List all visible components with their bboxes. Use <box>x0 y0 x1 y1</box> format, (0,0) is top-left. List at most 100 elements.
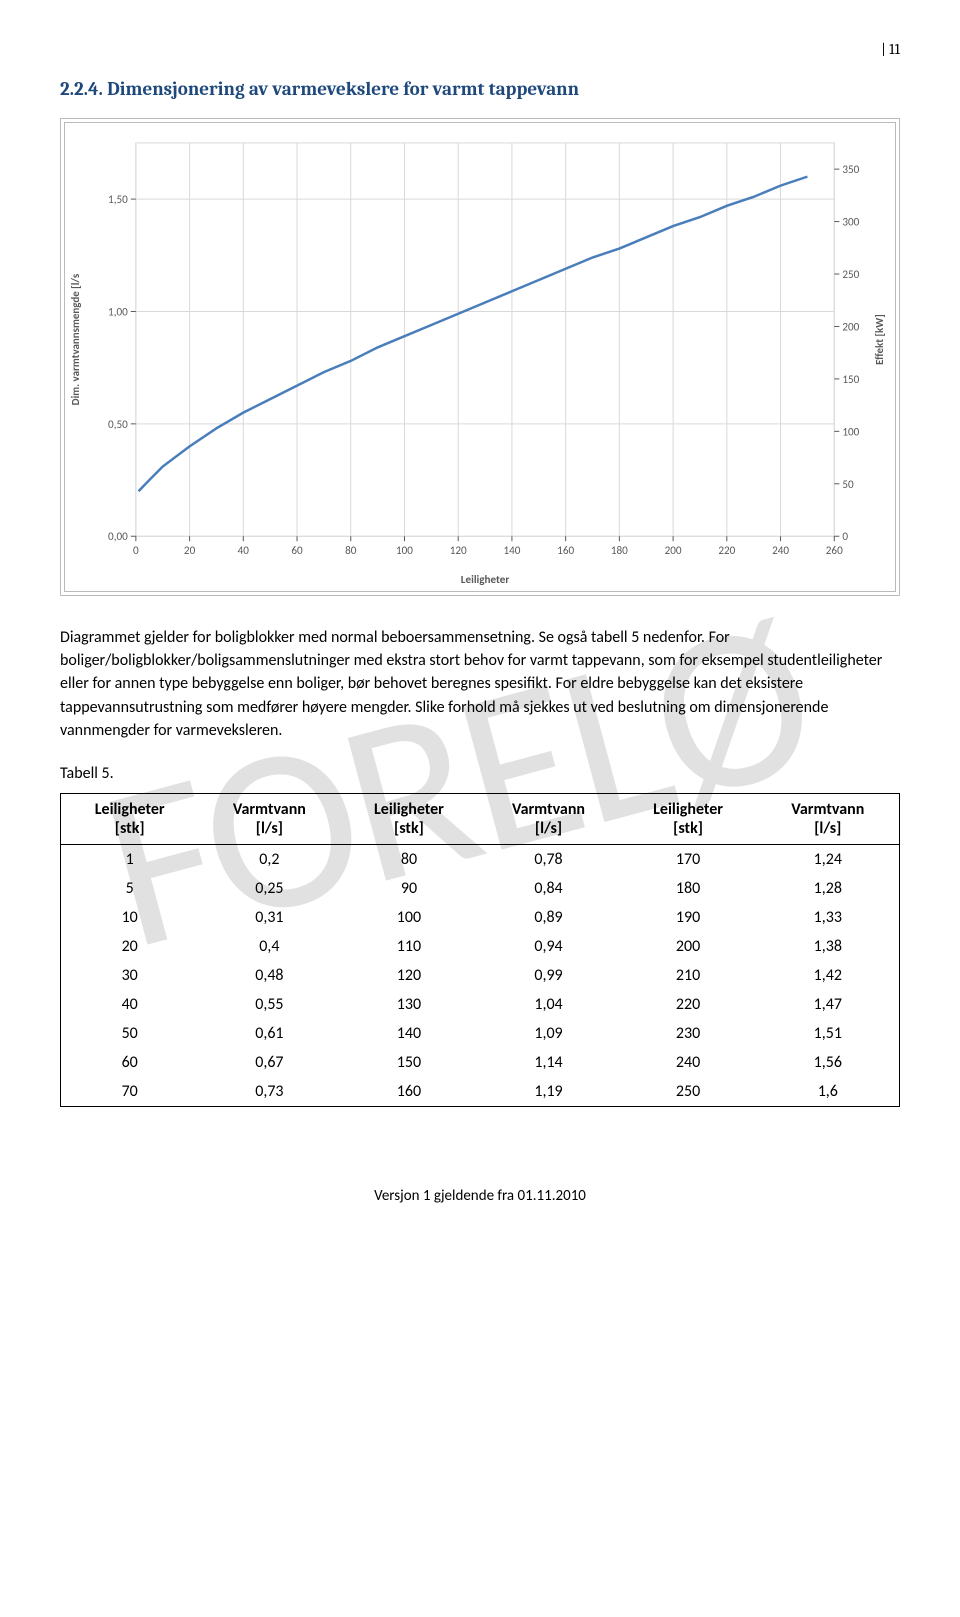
table-cell: 40 <box>61 990 199 1019</box>
svg-text:240: 240 <box>772 543 789 557</box>
table-cell: 200 <box>620 932 757 961</box>
table-cell: 190 <box>620 903 757 932</box>
table-cell: 70 <box>61 1077 199 1107</box>
table-row: 100,311000,891901,33 <box>61 903 900 932</box>
table-cell: 0,67 <box>198 1048 340 1077</box>
table-cell: 140 <box>340 1019 477 1048</box>
page-number: | 11 <box>60 40 900 58</box>
svg-text:160: 160 <box>557 543 574 557</box>
svg-text:Dim. varmtvannsmengde [l/s: Dim. varmtvannsmengde [l/s <box>68 273 82 405</box>
table-row: 600,671501,142401,56 <box>61 1048 900 1077</box>
table-cell: 0,55 <box>198 990 340 1019</box>
svg-text:1,00: 1,00 <box>108 305 128 319</box>
table-cell: 130 <box>340 990 477 1019</box>
table-header-row: Leiligheter[stk]Varmtvann[l/s]Leilighete… <box>61 793 900 844</box>
table-cell: 0,61 <box>198 1019 340 1048</box>
table-cell: 1,04 <box>477 990 619 1019</box>
svg-text:140: 140 <box>503 543 520 557</box>
svg-text:50: 50 <box>842 477 854 491</box>
svg-text:250: 250 <box>842 267 859 281</box>
table-cell: 0,2 <box>198 844 340 874</box>
svg-text:20: 20 <box>184 543 196 557</box>
table-header: Leiligheter[stk] <box>340 793 477 844</box>
table-cell: 120 <box>340 961 477 990</box>
table-cell: 180 <box>620 874 757 903</box>
table-cell: 230 <box>620 1019 757 1048</box>
footer-version: Versjon 1 gjeldende fra 01.11.2010 <box>60 1187 900 1205</box>
data-table: Leiligheter[stk]Varmtvann[l/s]Leilighete… <box>60 793 900 1107</box>
table-cell: 0,89 <box>477 903 619 932</box>
table-cell: 60 <box>61 1048 199 1077</box>
table-cell: 5 <box>61 874 199 903</box>
table-cell: 250 <box>620 1077 757 1107</box>
table-row: 10,2800,781701,24 <box>61 844 900 874</box>
table-cell: 150 <box>340 1048 477 1077</box>
table-cell: 1,09 <box>477 1019 619 1048</box>
table-cell: 50 <box>61 1019 199 1048</box>
table-cell: 100 <box>340 903 477 932</box>
table-cell: 210 <box>620 961 757 990</box>
table-cell: 10 <box>61 903 199 932</box>
chart-frame: 0501001502002503003500,000,501,001,50020… <box>60 118 900 596</box>
svg-text:40: 40 <box>238 543 250 557</box>
table-row: 500,611401,092301,51 <box>61 1019 900 1048</box>
svg-text:150: 150 <box>842 372 859 386</box>
table-cell: 30 <box>61 961 199 990</box>
svg-text:1,50: 1,50 <box>108 192 128 206</box>
svg-text:100: 100 <box>842 424 859 438</box>
table-cell: 1,51 <box>757 1019 900 1048</box>
table-cell: 0,48 <box>198 961 340 990</box>
table-row: 50,25900,841801,28 <box>61 874 900 903</box>
table-cell: 1,28 <box>757 874 900 903</box>
svg-text:Leiligheter: Leiligheter <box>461 572 510 586</box>
table-header: Varmtvann[l/s] <box>757 793 900 844</box>
table-row: 400,551301,042201,47 <box>61 990 900 1019</box>
table-caption: Tabell 5. <box>60 764 900 783</box>
table-cell: 1,42 <box>757 961 900 990</box>
table-cell: 0,94 <box>477 932 619 961</box>
table-cell: 0,31 <box>198 903 340 932</box>
table-cell: 240 <box>620 1048 757 1077</box>
table-cell: 1 <box>61 844 199 874</box>
svg-text:60: 60 <box>291 543 303 557</box>
line-chart: 0501001502002503003500,000,501,001,50020… <box>65 123 895 591</box>
table-cell: 220 <box>620 990 757 1019</box>
table-cell: 0,4 <box>198 932 340 961</box>
table-cell: 20 <box>61 932 199 961</box>
svg-text:200: 200 <box>665 543 682 557</box>
svg-text:0,00: 0,00 <box>108 529 128 543</box>
svg-text:Effekt [kW]: Effekt [kW] <box>872 314 886 365</box>
section-heading: 2.2.4. Dimensjonering av varmevekslere f… <box>60 78 900 100</box>
svg-text:180: 180 <box>611 543 628 557</box>
table-cell: 80 <box>340 844 477 874</box>
description-paragraph: Diagrammet gjelder for boligblokker med … <box>60 626 900 742</box>
table-cell: 1,56 <box>757 1048 900 1077</box>
table-cell: 160 <box>340 1077 477 1107</box>
svg-text:100: 100 <box>396 543 413 557</box>
svg-text:260: 260 <box>826 543 843 557</box>
svg-text:0: 0 <box>133 543 139 557</box>
table-header: Leiligheter[stk] <box>61 793 199 844</box>
table-cell: 1,6 <box>757 1077 900 1107</box>
table-cell: 1,24 <box>757 844 900 874</box>
table-cell: 170 <box>620 844 757 874</box>
chart-container: 0501001502002503003500,000,501,001,50020… <box>64 122 896 592</box>
table-row: 200,41100,942001,38 <box>61 932 900 961</box>
table-row: 700,731601,192501,6 <box>61 1077 900 1107</box>
svg-text:300: 300 <box>842 215 859 229</box>
table-cell: 0,78 <box>477 844 619 874</box>
table-cell: 1,33 <box>757 903 900 932</box>
table-row: 300,481200,992101,42 <box>61 961 900 990</box>
svg-text:0: 0 <box>842 529 848 543</box>
svg-text:200: 200 <box>842 320 859 334</box>
table-cell: 1,47 <box>757 990 900 1019</box>
table-cell: 1,38 <box>757 932 900 961</box>
table-cell: 0,73 <box>198 1077 340 1107</box>
table-header: Varmtvann[l/s] <box>198 793 340 844</box>
svg-text:0,50: 0,50 <box>108 417 128 431</box>
table-cell: 0,84 <box>477 874 619 903</box>
table-cell: 90 <box>340 874 477 903</box>
table-header: Leiligheter[stk] <box>620 793 757 844</box>
table-cell: 1,19 <box>477 1077 619 1107</box>
svg-text:220: 220 <box>718 543 735 557</box>
